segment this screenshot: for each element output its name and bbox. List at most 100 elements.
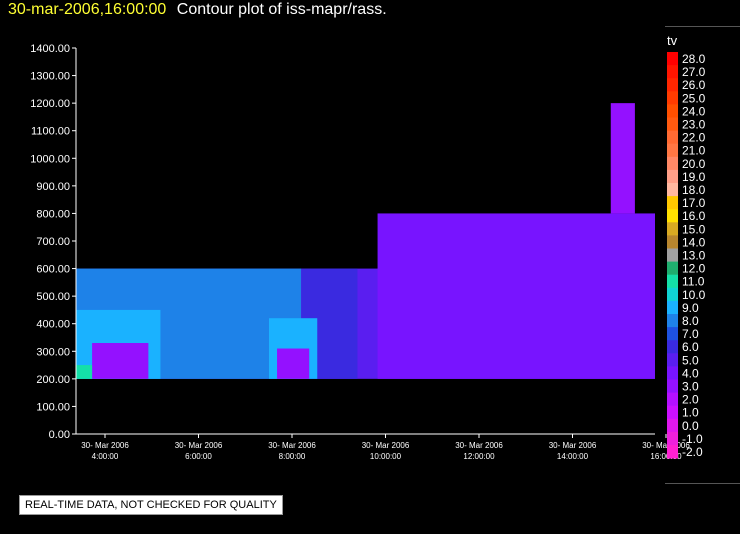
colorbar-cell <box>667 418 678 433</box>
x-tick-label-time: 12:00:00 <box>463 452 495 461</box>
y-tick-label: 0.00 <box>49 429 70 441</box>
contour-region-6 <box>277 348 310 379</box>
x-tick-label-date: 30- Mar 2006 <box>549 441 597 450</box>
colorbar-label: 23.0 <box>682 118 706 132</box>
contour-region-4 <box>92 343 149 379</box>
y-tick-label: 1300.00 <box>30 71 70 83</box>
colorbar-label: -1.0 <box>682 432 703 446</box>
colorbar-cell <box>667 300 678 315</box>
colorbar-label: 1.0 <box>682 406 699 420</box>
colorbar-cell <box>667 209 678 223</box>
colorbar-cell <box>667 261 678 276</box>
colorbar-label: 16.0 <box>682 209 706 223</box>
colorbar-cell <box>667 431 678 446</box>
x-tick-label-date: 30- Mar 2006 <box>175 441 223 450</box>
colorbar-title: tv <box>667 33 678 48</box>
colorbar-label: 27.0 <box>682 65 706 79</box>
colorbar-label: 24.0 <box>682 104 706 118</box>
colorbar-label: 11.0 <box>682 275 705 289</box>
contour-region-9 <box>76 365 93 379</box>
colorbar-label: 2.0 <box>682 393 699 407</box>
colorbar-cell <box>667 379 678 394</box>
contour-region-7 <box>377 213 655 379</box>
colorbar-cell <box>667 143 678 158</box>
x-tick-label-time: 14:00:00 <box>557 452 589 461</box>
y-tick-label: 800.00 <box>36 208 70 220</box>
colorbar-label: 7.0 <box>682 327 699 341</box>
x-tick-label-date: 30- Mar 2006 <box>81 441 129 450</box>
colorbar-cell <box>667 52 678 66</box>
colorbar-label: 26.0 <box>682 78 706 92</box>
y-tick-label: 500.00 <box>36 291 70 303</box>
colorbar-label: 15.0 <box>682 222 706 236</box>
y-tick-label: 1200.00 <box>30 98 70 110</box>
y-tick-label: 100.00 <box>36 401 70 413</box>
y-tick-label: 700.00 <box>36 236 70 248</box>
plot-header: 30-mar-2006,16:00:00 Contour plot of iss… <box>8 1 387 19</box>
colorbar-cell <box>667 392 678 407</box>
colorbar-label: 19.0 <box>682 170 706 184</box>
colorbar-cell <box>667 222 678 236</box>
x-tick-label-time: 10:00:00 <box>370 452 402 461</box>
colorbar-cell <box>667 235 678 249</box>
colorbar-cell <box>667 156 678 171</box>
x-tick-label-time: 6:00:00 <box>185 452 212 461</box>
quality-notice: REAL-TIME DATA, NOT CHECKED FOR QUALITY <box>19 495 283 515</box>
contour-field <box>76 103 655 379</box>
y-axis-ticks: 0.00 100.00 200.00 300.00 400.00 500.00 600.00… <box>30 43 76 441</box>
y-tick-label: 1100.00 <box>31 126 70 138</box>
colorbar-label: 22.0 <box>682 131 706 145</box>
colorbar-cell <box>667 405 678 420</box>
colorbar-cell <box>667 274 678 289</box>
colorbar-cell <box>667 353 678 367</box>
colorbar-label: 5.0 <box>682 353 699 367</box>
colorbar-label: 21.0 <box>682 144 706 158</box>
colorbar-label: 20.0 <box>682 157 706 171</box>
x-axis-ticks: 30- Mar 2006 4:00:00 30- Mar 2006 6:00:00 30… <box>81 434 690 461</box>
colorbar-cell <box>667 196 678 210</box>
colorbar-cell <box>667 340 678 354</box>
colorbar-label: 4.0 <box>682 366 699 380</box>
y-tick-label: 400.00 <box>36 319 70 331</box>
colorbar-label: 8.0 <box>682 314 699 328</box>
colorbar-cell <box>667 78 678 92</box>
colorbar-cell <box>667 287 678 302</box>
colorbar-label: 0.0 <box>682 419 699 433</box>
colorbar-cell <box>667 183 678 197</box>
colorbar-label: 6.0 <box>682 340 699 354</box>
colorbar-label: 25.0 <box>682 91 706 105</box>
colorbar-cell <box>667 327 678 341</box>
colorbar-label: 14.0 <box>682 235 706 249</box>
contour-region-8 <box>610 103 635 214</box>
colorbar-cell <box>667 445 678 459</box>
colorbar-cell <box>667 91 678 105</box>
x-tick-label-date: 30- Mar 2006 <box>268 441 316 450</box>
plot-title: Contour plot of iss-mapr/rass. <box>176 1 387 18</box>
colorbar-label: 12.0 <box>682 262 706 276</box>
colorbar-label: 18.0 <box>682 183 706 197</box>
colorbar-cell <box>667 65 678 79</box>
plot-timestamp: 30-mar-2006,16:00:00 <box>8 1 167 18</box>
colorbar: tv 28.027.026.025.024.023.022.021.020.01… <box>667 33 706 459</box>
colorbar-label: -2.0 <box>682 445 703 459</box>
colorbar-cell <box>667 366 678 380</box>
y-tick-label: 200.00 <box>36 374 70 386</box>
divider-top <box>665 26 740 27</box>
colorbar-cell <box>667 130 678 145</box>
colorbar-label: 10.0 <box>682 288 706 302</box>
colorbar-label: 3.0 <box>682 380 699 394</box>
colorbar-cell <box>667 314 678 328</box>
x-tick-label-time: 8:00:00 <box>279 452 306 461</box>
x-tick-label-date: 30- Mar 2006 <box>362 441 410 450</box>
x-tick-label-date: 30- Mar 2006 <box>642 441 690 450</box>
colorbar-label: 9.0 <box>682 301 699 315</box>
colorbar-cell <box>667 104 678 118</box>
y-tick-label: 300.00 <box>36 346 70 358</box>
y-tick-label: 1000.00 <box>30 153 70 165</box>
x-tick-label-date: 30- Mar 2006 <box>455 441 503 450</box>
colorbar-label: 17.0 <box>682 196 706 210</box>
divider-bottom <box>665 483 740 484</box>
colorbar-label: 13.0 <box>682 249 706 263</box>
x-tick-label-time: 4:00:00 <box>92 452 119 461</box>
colorbar-cell <box>667 117 678 132</box>
